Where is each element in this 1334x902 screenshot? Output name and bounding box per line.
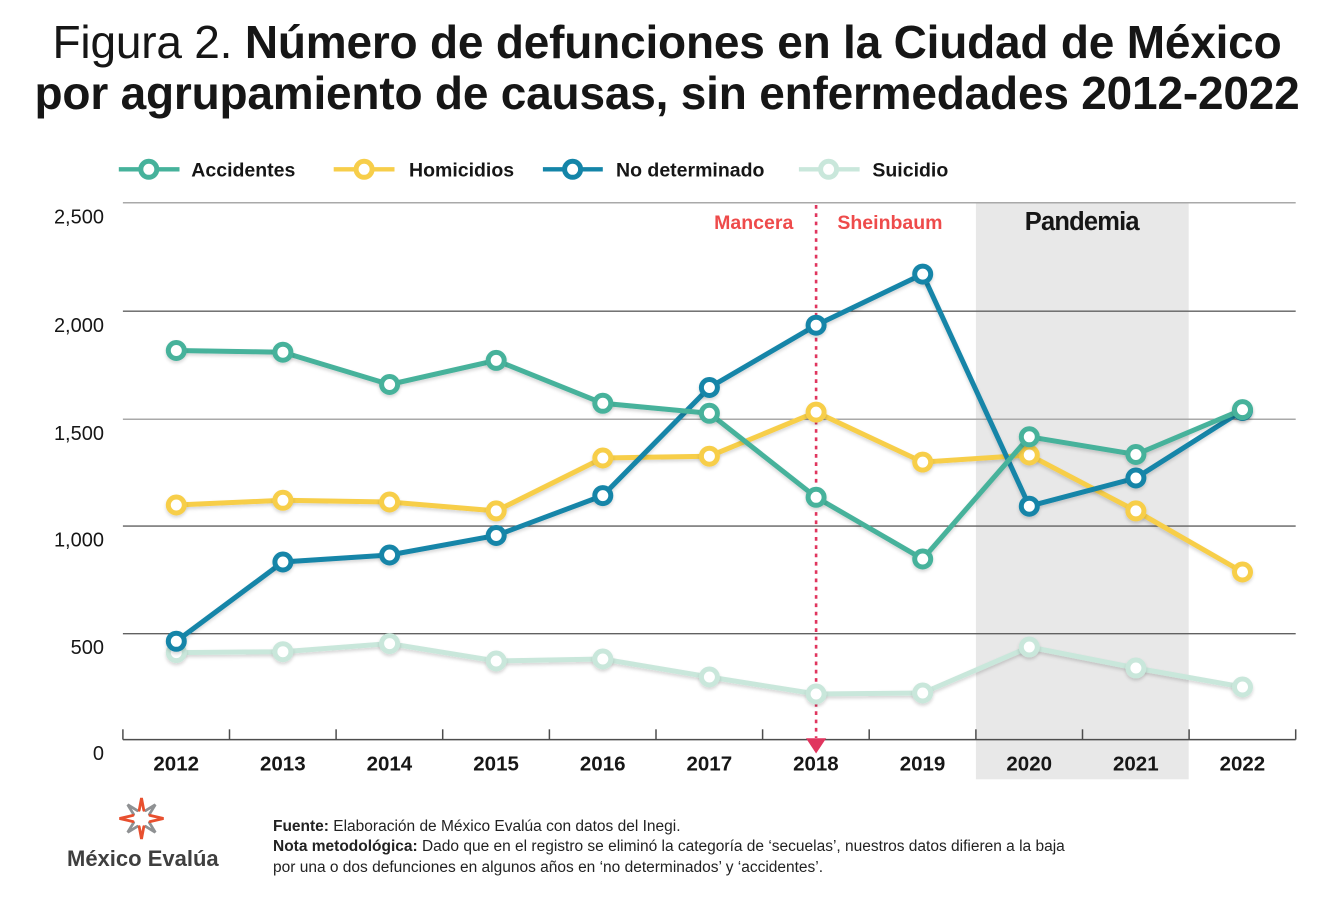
svg-text:1,500: 1,500 [54,423,104,445]
svg-text:2022: 2022 [1220,753,1266,776]
svg-text:2017: 2017 [686,753,732,776]
svg-text:Mancera: Mancera [714,212,793,234]
svg-text:2020: 2020 [1006,753,1052,776]
svg-text:2013: 2013 [260,753,306,776]
svg-text:2015: 2015 [473,753,519,776]
svg-text:0: 0 [93,743,104,765]
svg-text:No determinado: No determinado [616,159,765,181]
svg-text:2016: 2016 [580,753,626,776]
svg-text:Pandemia: Pandemia [1025,208,1141,236]
svg-text:2021: 2021 [1113,753,1159,776]
svg-text:Accidentes: Accidentes [191,159,295,181]
svg-text:2,500: 2,500 [54,206,104,228]
svg-text:Homicidios: Homicidios [409,159,514,181]
svg-text:2014: 2014 [367,753,413,776]
svg-text:1,000: 1,000 [54,529,104,551]
svg-text:2018: 2018 [793,753,839,776]
svg-text:2012: 2012 [153,753,199,776]
svg-text:2019: 2019 [900,753,946,776]
svg-text:Suicidio: Suicidio [872,159,948,181]
svg-text:500: 500 [71,637,104,659]
svg-text:Sheinbaum: Sheinbaum [837,212,942,234]
svg-text:2,000: 2,000 [54,315,104,337]
